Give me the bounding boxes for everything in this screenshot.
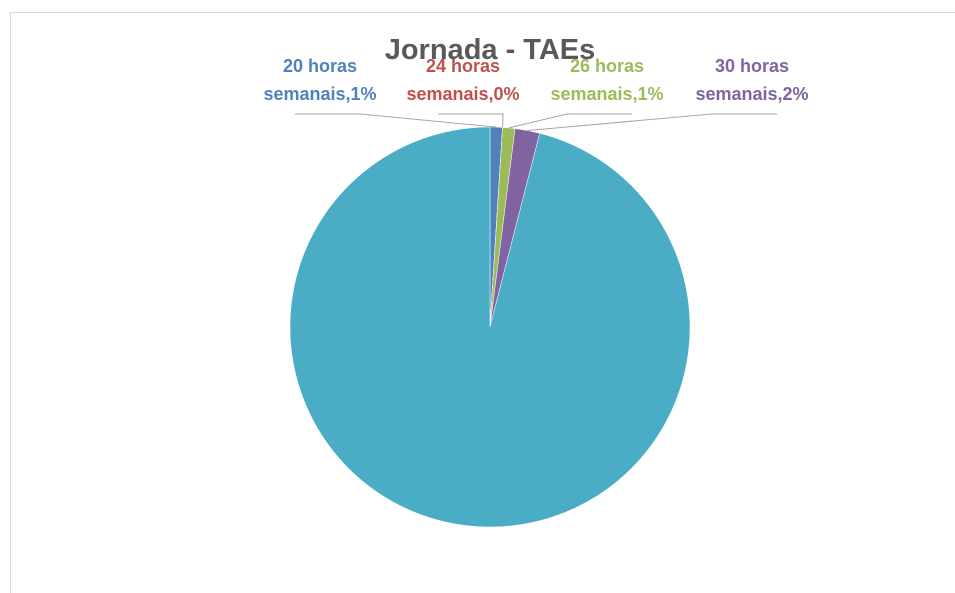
category-label: 20 horas semanais bbox=[263, 56, 358, 104]
value-label: 1% bbox=[633, 84, 664, 104]
value-label: 0% bbox=[489, 84, 520, 104]
data-label: 24 horas semanais0% bbox=[388, 52, 538, 108]
leader-line bbox=[295, 113, 497, 128]
data-label: 30 horas semanais2% bbox=[677, 52, 827, 108]
chart bbox=[289, 113, 777, 528]
value-label: 2% bbox=[778, 84, 809, 104]
data-label: 20 horas semanais1% bbox=[245, 52, 395, 108]
leader-line bbox=[527, 113, 777, 132]
category-label: 24 horas semanais bbox=[406, 56, 501, 104]
data-label: 26 horas semanais1% bbox=[532, 52, 682, 108]
leader-line bbox=[438, 113, 504, 128]
leader-line bbox=[508, 113, 632, 129]
value-label: 1% bbox=[346, 84, 377, 104]
pie-slice bbox=[289, 126, 691, 528]
category-label: 26 horas semanais bbox=[550, 56, 645, 104]
chart-frame bbox=[10, 12, 955, 593]
chart-title: Jornada - TAEs bbox=[384, 34, 596, 66]
category-label: 30 horas semanais bbox=[695, 56, 790, 104]
